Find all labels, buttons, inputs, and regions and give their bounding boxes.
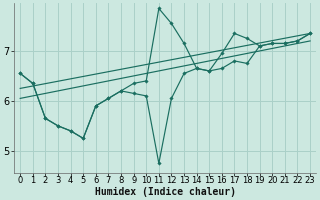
X-axis label: Humidex (Indice chaleur): Humidex (Indice chaleur) bbox=[95, 186, 236, 197]
